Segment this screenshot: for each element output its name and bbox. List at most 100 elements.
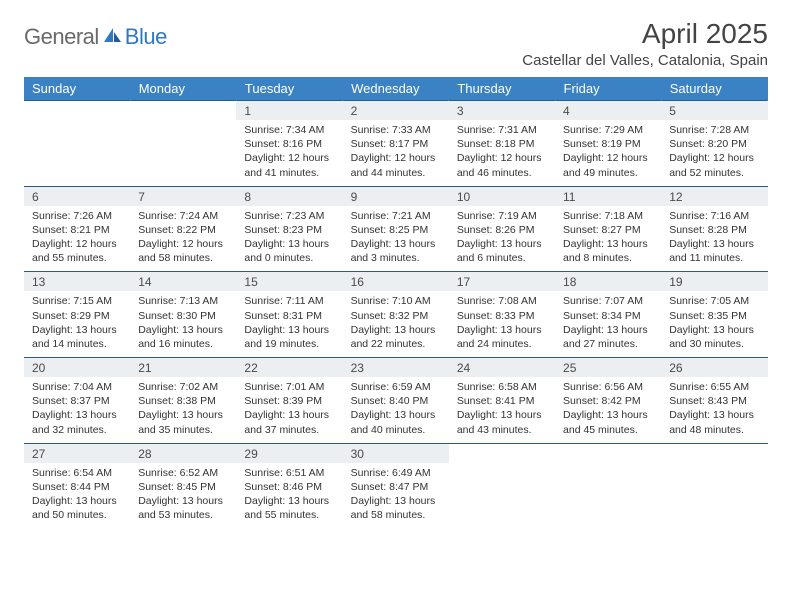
day-content-row: Sunrise: 7:34 AMSunset: 8:16 PMDaylight:… [24, 120, 768, 186]
daylight-text: Daylight: 13 hours [351, 408, 441, 422]
day-content-row: Sunrise: 6:54 AMSunset: 8:44 PMDaylight:… [24, 463, 768, 529]
daylight-text: Daylight: 13 hours [669, 323, 759, 337]
day-number-cell: 6 [24, 186, 130, 206]
sunrise-text: Sunrise: 7:15 AM [32, 294, 122, 308]
daylight-text: Daylight: 13 hours [351, 494, 441, 508]
sunset-text: Sunset: 8:40 PM [351, 394, 441, 408]
daylight-text: Daylight: 13 hours [563, 408, 653, 422]
logo-text-blue: Blue [125, 24, 167, 50]
day-number-cell: 23 [343, 358, 449, 378]
daylight-text: Daylight: 13 hours [138, 408, 228, 422]
day-number-cell: 4 [555, 101, 661, 121]
weekday-header: Saturday [661, 77, 767, 101]
daylight-text: and 37 minutes. [244, 423, 334, 437]
sunrise-text: Sunrise: 7:11 AM [244, 294, 334, 308]
sunrise-text: Sunrise: 7:02 AM [138, 380, 228, 394]
sunrise-text: Sunrise: 7:18 AM [563, 209, 653, 223]
daylight-text: Daylight: 13 hours [563, 323, 653, 337]
sunset-text: Sunset: 8:41 PM [457, 394, 547, 408]
daylight-text: and 45 minutes. [563, 423, 653, 437]
day-content-cell [661, 463, 767, 529]
sunrise-text: Sunrise: 7:08 AM [457, 294, 547, 308]
sunset-text: Sunset: 8:18 PM [457, 137, 547, 151]
day-number-cell: 7 [130, 186, 236, 206]
sunrise-text: Sunrise: 7:04 AM [32, 380, 122, 394]
weekday-header: Tuesday [236, 77, 342, 101]
day-content-cell: Sunrise: 7:21 AMSunset: 8:25 PMDaylight:… [343, 206, 449, 272]
daylight-text: and 55 minutes. [32, 251, 122, 265]
sunset-text: Sunset: 8:28 PM [669, 223, 759, 237]
day-content-cell: Sunrise: 7:26 AMSunset: 8:21 PMDaylight:… [24, 206, 130, 272]
sunset-text: Sunset: 8:45 PM [138, 480, 228, 494]
daylight-text: and 58 minutes. [138, 251, 228, 265]
sunrise-text: Sunrise: 7:33 AM [351, 123, 441, 137]
daylight-text: and 48 minutes. [669, 423, 759, 437]
day-content-cell: Sunrise: 7:16 AMSunset: 8:28 PMDaylight:… [661, 206, 767, 272]
daylight-text: Daylight: 12 hours [138, 237, 228, 251]
daylight-text: Daylight: 12 hours [563, 151, 653, 165]
daylight-text: and 30 minutes. [669, 337, 759, 351]
day-number-cell: 11 [555, 186, 661, 206]
sunrise-text: Sunrise: 7:28 AM [669, 123, 759, 137]
sunrise-text: Sunrise: 7:26 AM [32, 209, 122, 223]
daylight-text: and 14 minutes. [32, 337, 122, 351]
daylight-text: Daylight: 13 hours [669, 237, 759, 251]
daylight-text: Daylight: 12 hours [244, 151, 334, 165]
sunrise-text: Sunrise: 7:07 AM [563, 294, 653, 308]
daylight-text: and 16 minutes. [138, 337, 228, 351]
sunrise-text: Sunrise: 6:59 AM [351, 380, 441, 394]
weekday-header: Sunday [24, 77, 130, 101]
sunset-text: Sunset: 8:38 PM [138, 394, 228, 408]
sunrise-text: Sunrise: 7:21 AM [351, 209, 441, 223]
daylight-text: and 43 minutes. [457, 423, 547, 437]
day-number-cell: 17 [449, 272, 555, 292]
day-number-cell: 13 [24, 272, 130, 292]
daylight-text: and 44 minutes. [351, 166, 441, 180]
daylight-text: Daylight: 13 hours [244, 408, 334, 422]
day-content-cell [130, 120, 236, 186]
day-content-cell: Sunrise: 6:56 AMSunset: 8:42 PMDaylight:… [555, 377, 661, 443]
daylight-text: and 35 minutes. [138, 423, 228, 437]
daylight-text: Daylight: 12 hours [669, 151, 759, 165]
day-content-cell: Sunrise: 7:08 AMSunset: 8:33 PMDaylight:… [449, 291, 555, 357]
sunset-text: Sunset: 8:23 PM [244, 223, 334, 237]
daylight-text: and 40 minutes. [351, 423, 441, 437]
day-number-cell: 15 [236, 272, 342, 292]
day-content-cell: Sunrise: 7:02 AMSunset: 8:38 PMDaylight:… [130, 377, 236, 443]
day-number-cell: 8 [236, 186, 342, 206]
daylight-text: and 49 minutes. [563, 166, 653, 180]
day-number-cell: 30 [343, 443, 449, 463]
day-number-cell: 18 [555, 272, 661, 292]
daylight-text: and 55 minutes. [244, 508, 334, 522]
day-content-row: Sunrise: 7:15 AMSunset: 8:29 PMDaylight:… [24, 291, 768, 357]
day-number-cell: 3 [449, 101, 555, 121]
day-number-cell [24, 101, 130, 121]
daylight-text: and 19 minutes. [244, 337, 334, 351]
sunset-text: Sunset: 8:33 PM [457, 309, 547, 323]
day-number-cell [449, 443, 555, 463]
daylight-text: Daylight: 13 hours [351, 237, 441, 251]
sunset-text: Sunset: 8:22 PM [138, 223, 228, 237]
day-content-row: Sunrise: 7:26 AMSunset: 8:21 PMDaylight:… [24, 206, 768, 272]
sunrise-text: Sunrise: 7:34 AM [244, 123, 334, 137]
day-content-cell: Sunrise: 7:15 AMSunset: 8:29 PMDaylight:… [24, 291, 130, 357]
daylight-text: Daylight: 13 hours [244, 323, 334, 337]
weekday-header: Monday [130, 77, 236, 101]
sunrise-text: Sunrise: 6:55 AM [669, 380, 759, 394]
daylight-text: and 50 minutes. [32, 508, 122, 522]
day-number-cell: 14 [130, 272, 236, 292]
day-content-cell: Sunrise: 6:49 AMSunset: 8:47 PMDaylight:… [343, 463, 449, 529]
day-content-cell: Sunrise: 7:01 AMSunset: 8:39 PMDaylight:… [236, 377, 342, 443]
sunset-text: Sunset: 8:47 PM [351, 480, 441, 494]
sunrise-text: Sunrise: 7:01 AM [244, 380, 334, 394]
sunset-text: Sunset: 8:20 PM [669, 137, 759, 151]
daylight-text: and 58 minutes. [351, 508, 441, 522]
daylight-text: and 3 minutes. [351, 251, 441, 265]
day-content-cell: Sunrise: 6:59 AMSunset: 8:40 PMDaylight:… [343, 377, 449, 443]
day-content-cell: Sunrise: 6:55 AMSunset: 8:43 PMDaylight:… [661, 377, 767, 443]
day-number-cell: 24 [449, 358, 555, 378]
day-number-cell: 27 [24, 443, 130, 463]
sunset-text: Sunset: 8:27 PM [563, 223, 653, 237]
day-content-row: Sunrise: 7:04 AMSunset: 8:37 PMDaylight:… [24, 377, 768, 443]
weekday-header: Friday [555, 77, 661, 101]
